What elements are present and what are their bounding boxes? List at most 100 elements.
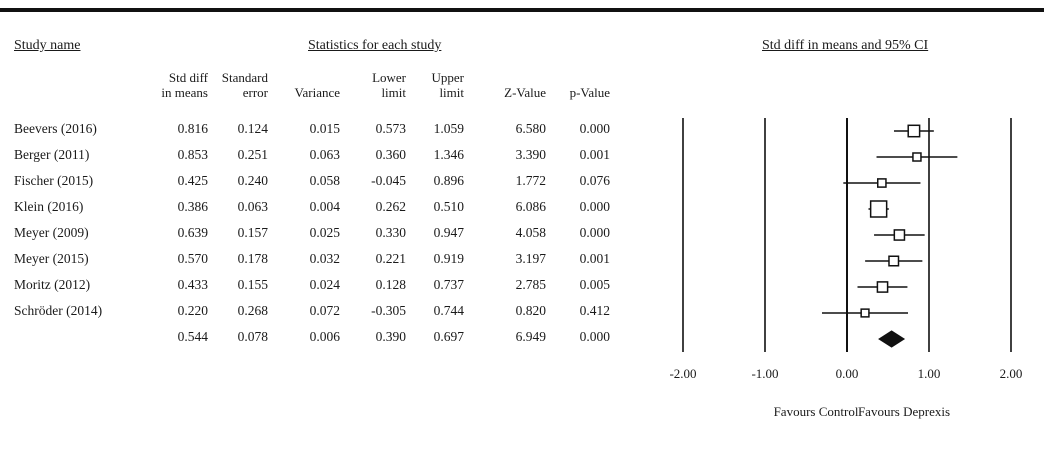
cell-upper: 0.510 [433, 199, 464, 214]
cell-p: 0.000 [579, 121, 610, 136]
cell-z: 4.058 [515, 225, 546, 240]
tick-label: 0.00 [836, 366, 859, 381]
study-name: Moritz (2012) [14, 277, 91, 292]
column-header-line1: Std diff [168, 70, 208, 85]
column-header-std_diff: Std diff in means [118, 70, 208, 100]
cell-std_diff: 0.544 [177, 329, 208, 344]
cell-se: 0.178 [237, 251, 268, 266]
cell-se: 0.063 [237, 199, 268, 214]
cell-lower: -0.305 [371, 303, 406, 318]
effect-box [907, 124, 921, 138]
cell-z: 6.949 [515, 329, 546, 344]
cell-upper: 0.697 [433, 329, 464, 344]
cell-z: 6.580 [515, 121, 546, 136]
cell-p: 0.005 [579, 277, 610, 292]
cell-p: 0.000 [579, 199, 610, 214]
cell-var: 0.015 [309, 121, 340, 136]
column-header-line1: Upper [431, 70, 465, 85]
summary-row: 0.544 0.078 0.006 0.390 0.697 6.949 0.000 [0, 329, 660, 347]
tick-label: 2.00 [1000, 366, 1023, 381]
cell-p: 0.412 [579, 303, 610, 318]
effect-box [869, 200, 888, 218]
cell-se: 0.078 [237, 329, 268, 344]
cell-var: 0.058 [309, 173, 340, 188]
tick-label: -1.00 [751, 366, 778, 381]
cell-std_diff: 0.220 [177, 303, 208, 318]
cell-p: 0.076 [579, 173, 610, 188]
header-study-name: Study name [14, 38, 81, 53]
cell-lower: 0.128 [375, 277, 406, 292]
cell-var: 0.006 [309, 329, 340, 344]
cell-std_diff: 0.570 [177, 251, 208, 266]
cell-lower: 0.262 [375, 199, 406, 214]
cell-z: 0.820 [515, 303, 546, 318]
top-rule [0, 8, 1044, 12]
cell-se: 0.155 [237, 277, 268, 292]
cell-se: 0.157 [237, 225, 268, 240]
effect-box [876, 281, 889, 293]
tick-label: 1.00 [918, 366, 941, 381]
cell-p: 0.000 [579, 329, 610, 344]
table-row: Moritz (2012) 0.433 0.155 0.024 0.128 0.737 2.… [0, 277, 660, 295]
cell-std_diff: 0.853 [177, 147, 208, 162]
cell-var: 0.025 [309, 225, 340, 240]
tick-label: -2.00 [669, 366, 696, 381]
column-header-line1: Lower [372, 70, 406, 85]
cell-std_diff: 0.386 [177, 199, 208, 214]
table-row: Beevers (2016) 0.816 0.124 0.015 0.573 1.059 6… [0, 121, 660, 139]
column-header-line2: error [242, 85, 268, 100]
header-plot-title: Std diff in means and 95% CI [762, 38, 929, 53]
cell-z: 2.785 [515, 277, 546, 292]
column-header-line2: limit [439, 85, 464, 100]
effect-box [912, 152, 922, 162]
cell-lower: 0.390 [375, 329, 406, 344]
cell-std_diff: 0.816 [177, 121, 208, 136]
column-header-line2: in means [161, 85, 208, 100]
cell-var: 0.004 [309, 199, 340, 214]
study-name: Meyer (2009) [14, 225, 89, 240]
cell-z: 6.086 [515, 199, 546, 214]
header-statistics: Statistics for each study [308, 38, 442, 53]
study-name: Klein (2016) [14, 199, 84, 214]
cell-se: 0.268 [237, 303, 268, 318]
study-name: Schröder (2014) [14, 303, 103, 318]
cell-upper: 0.919 [433, 251, 464, 266]
study-name: Meyer (2015) [14, 251, 89, 266]
cell-upper: 0.947 [433, 225, 464, 240]
column-header-var: Variance [250, 70, 340, 100]
column-header-line2: p-Value [569, 85, 610, 100]
cell-upper: 1.059 [433, 121, 464, 136]
effect-box [893, 229, 906, 241]
column-header-z: Z-Value [456, 70, 546, 100]
cell-std_diff: 0.433 [177, 277, 208, 292]
cell-lower: 0.360 [375, 147, 406, 162]
cell-var: 0.063 [309, 147, 340, 162]
cell-lower: -0.045 [371, 173, 406, 188]
cell-std_diff: 0.639 [177, 225, 208, 240]
effect-box [888, 255, 900, 267]
effect-box [860, 308, 870, 318]
column-header-line2: Z-Value [504, 85, 546, 100]
effect-box [877, 178, 887, 188]
column-header-lower: Lower limit [316, 70, 406, 100]
favours-deprexis-label: Favours Deprexis [858, 404, 950, 419]
cell-var: 0.024 [309, 277, 340, 292]
column-header-line1: Standard [221, 70, 268, 85]
column-header-upper: Upper limit [374, 70, 465, 100]
cell-lower: 0.330 [375, 225, 406, 240]
cell-se: 0.124 [237, 121, 268, 136]
cell-p: 0.001 [579, 251, 610, 266]
cell-var: 0.032 [309, 251, 340, 266]
cell-std_diff: 0.425 [177, 173, 208, 188]
cell-upper: 0.744 [433, 303, 464, 318]
study-name: Fischer (2015) [14, 173, 94, 188]
cell-var: 0.072 [309, 303, 340, 318]
table-row: Meyer (2015) 0.570 0.178 0.032 0.221 0.919 3.1… [0, 251, 660, 269]
cell-p: 0.000 [579, 225, 610, 240]
favours-control-label: Favours Control [774, 404, 859, 419]
table-row: Schröder (2014) 0.220 0.268 0.072 -0.305 0.74… [0, 303, 660, 321]
summary-diamond [878, 330, 906, 348]
column-header-se: Standard error [178, 70, 268, 100]
cell-upper: 0.737 [433, 277, 464, 292]
